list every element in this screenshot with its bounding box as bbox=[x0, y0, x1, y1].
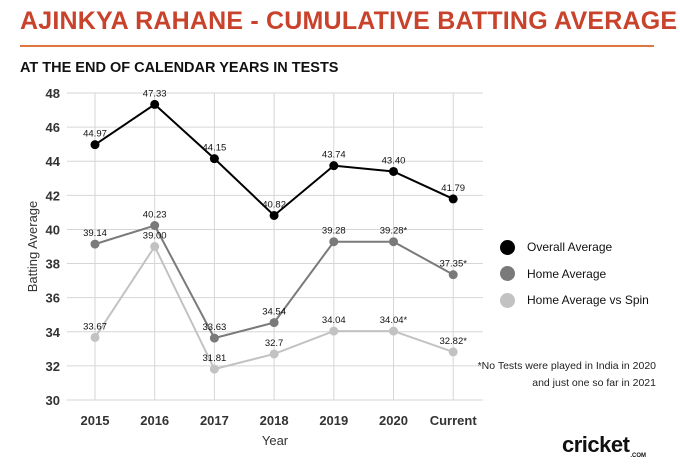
y-tick-label: 32 bbox=[46, 359, 60, 374]
data-point bbox=[90, 140, 100, 150]
data-point bbox=[269, 318, 279, 328]
data-label: 40.23 bbox=[143, 210, 167, 221]
y-tick-label: 42 bbox=[46, 188, 60, 203]
data-label: 39.00 bbox=[143, 231, 167, 242]
y-tick-label: 44 bbox=[46, 154, 61, 169]
data-point bbox=[448, 270, 458, 280]
data-label: 43.74 bbox=[322, 150, 346, 161]
footnote: *No Tests were played in India in 2020 a… bbox=[477, 360, 656, 389]
y-tick-label: 38 bbox=[46, 257, 60, 272]
data-label: 34.04 bbox=[322, 315, 346, 326]
legend-item: Home Average vs Spin bbox=[500, 287, 649, 314]
data-point bbox=[448, 194, 458, 204]
logo-domain: .COM bbox=[630, 453, 646, 459]
data-point bbox=[90, 239, 100, 249]
legend-swatch bbox=[500, 292, 515, 308]
x-tick-label: 2016 bbox=[140, 413, 169, 428]
x-tick-label: Current bbox=[430, 413, 478, 428]
y-axis-label: Batting Average bbox=[25, 201, 40, 293]
data-label: 41.79 bbox=[441, 183, 465, 194]
data-label: 43.40 bbox=[382, 155, 406, 166]
legend-swatch bbox=[500, 266, 515, 282]
data-point bbox=[389, 326, 398, 336]
data-label: 34.54 bbox=[262, 307, 286, 318]
data-label: 44.97 bbox=[83, 129, 107, 140]
legend-item: Overall Average bbox=[500, 234, 649, 261]
chart-title: AJINKYA RAHANE - CUMULATIVE BATTING AVER… bbox=[20, 7, 678, 35]
data-point bbox=[90, 332, 100, 342]
data-label: 33.63 bbox=[203, 322, 227, 333]
legend-swatch bbox=[500, 239, 515, 255]
y-tick-label: 30 bbox=[46, 393, 60, 408]
data-point bbox=[209, 364, 219, 374]
x-tick-label: 2015 bbox=[81, 413, 110, 428]
data-point bbox=[209, 333, 219, 343]
data-label: 39.28* bbox=[380, 226, 408, 237]
data-label: 39.28 bbox=[322, 226, 346, 237]
data-point bbox=[269, 349, 279, 359]
legend-label: Home Average bbox=[527, 266, 607, 281]
data-label: 40.82 bbox=[262, 199, 286, 210]
data-label: 31.81 bbox=[203, 353, 227, 364]
title-divider bbox=[20, 45, 654, 47]
data-point bbox=[389, 166, 398, 176]
data-point bbox=[150, 242, 160, 251]
data-label: 47.33 bbox=[143, 88, 167, 99]
data-label: 37.35* bbox=[439, 259, 467, 270]
data-point bbox=[329, 326, 339, 336]
logo-wordmark: cricket bbox=[562, 432, 630, 457]
chart-subtitle: AT THE END OF CALENDAR YEARS IN TESTS bbox=[20, 60, 339, 76]
data-label: 33.67 bbox=[83, 321, 107, 332]
y-tick-label: 40 bbox=[46, 222, 60, 237]
data-label: 39.14 bbox=[83, 228, 107, 239]
data-point bbox=[389, 237, 398, 247]
x-tick-label: 2019 bbox=[319, 413, 348, 428]
data-label: 32.7 bbox=[265, 338, 284, 349]
x-tick-label: 2018 bbox=[260, 413, 289, 428]
y-tick-label: 48 bbox=[46, 86, 60, 101]
data-label: 32.82* bbox=[439, 336, 467, 347]
y-tick-label: 34 bbox=[46, 325, 61, 340]
data-point bbox=[150, 221, 160, 231]
cricket-com-logo: cricket .COM bbox=[562, 432, 662, 462]
data-label: 44.15 bbox=[203, 143, 227, 154]
legend-item: Home Average bbox=[500, 261, 649, 288]
data-point bbox=[209, 154, 219, 164]
x-axis-label: Year bbox=[262, 433, 289, 448]
legend-label: Overall Average bbox=[527, 240, 613, 255]
data-point bbox=[329, 237, 339, 247]
legend-label: Home Average vs Spin bbox=[527, 293, 649, 308]
y-tick-label: 46 bbox=[46, 120, 60, 135]
data-point bbox=[269, 210, 279, 220]
chart-legend: Overall Average Home Average Home Average … bbox=[500, 234, 649, 314]
data-point bbox=[150, 99, 160, 109]
data-label: 34.04* bbox=[380, 315, 408, 326]
x-tick-label: 2017 bbox=[200, 413, 229, 428]
data-point bbox=[448, 347, 458, 357]
y-tick-label: 36 bbox=[46, 291, 60, 306]
x-tick-label: 2020 bbox=[379, 413, 408, 428]
data-point bbox=[329, 161, 339, 171]
